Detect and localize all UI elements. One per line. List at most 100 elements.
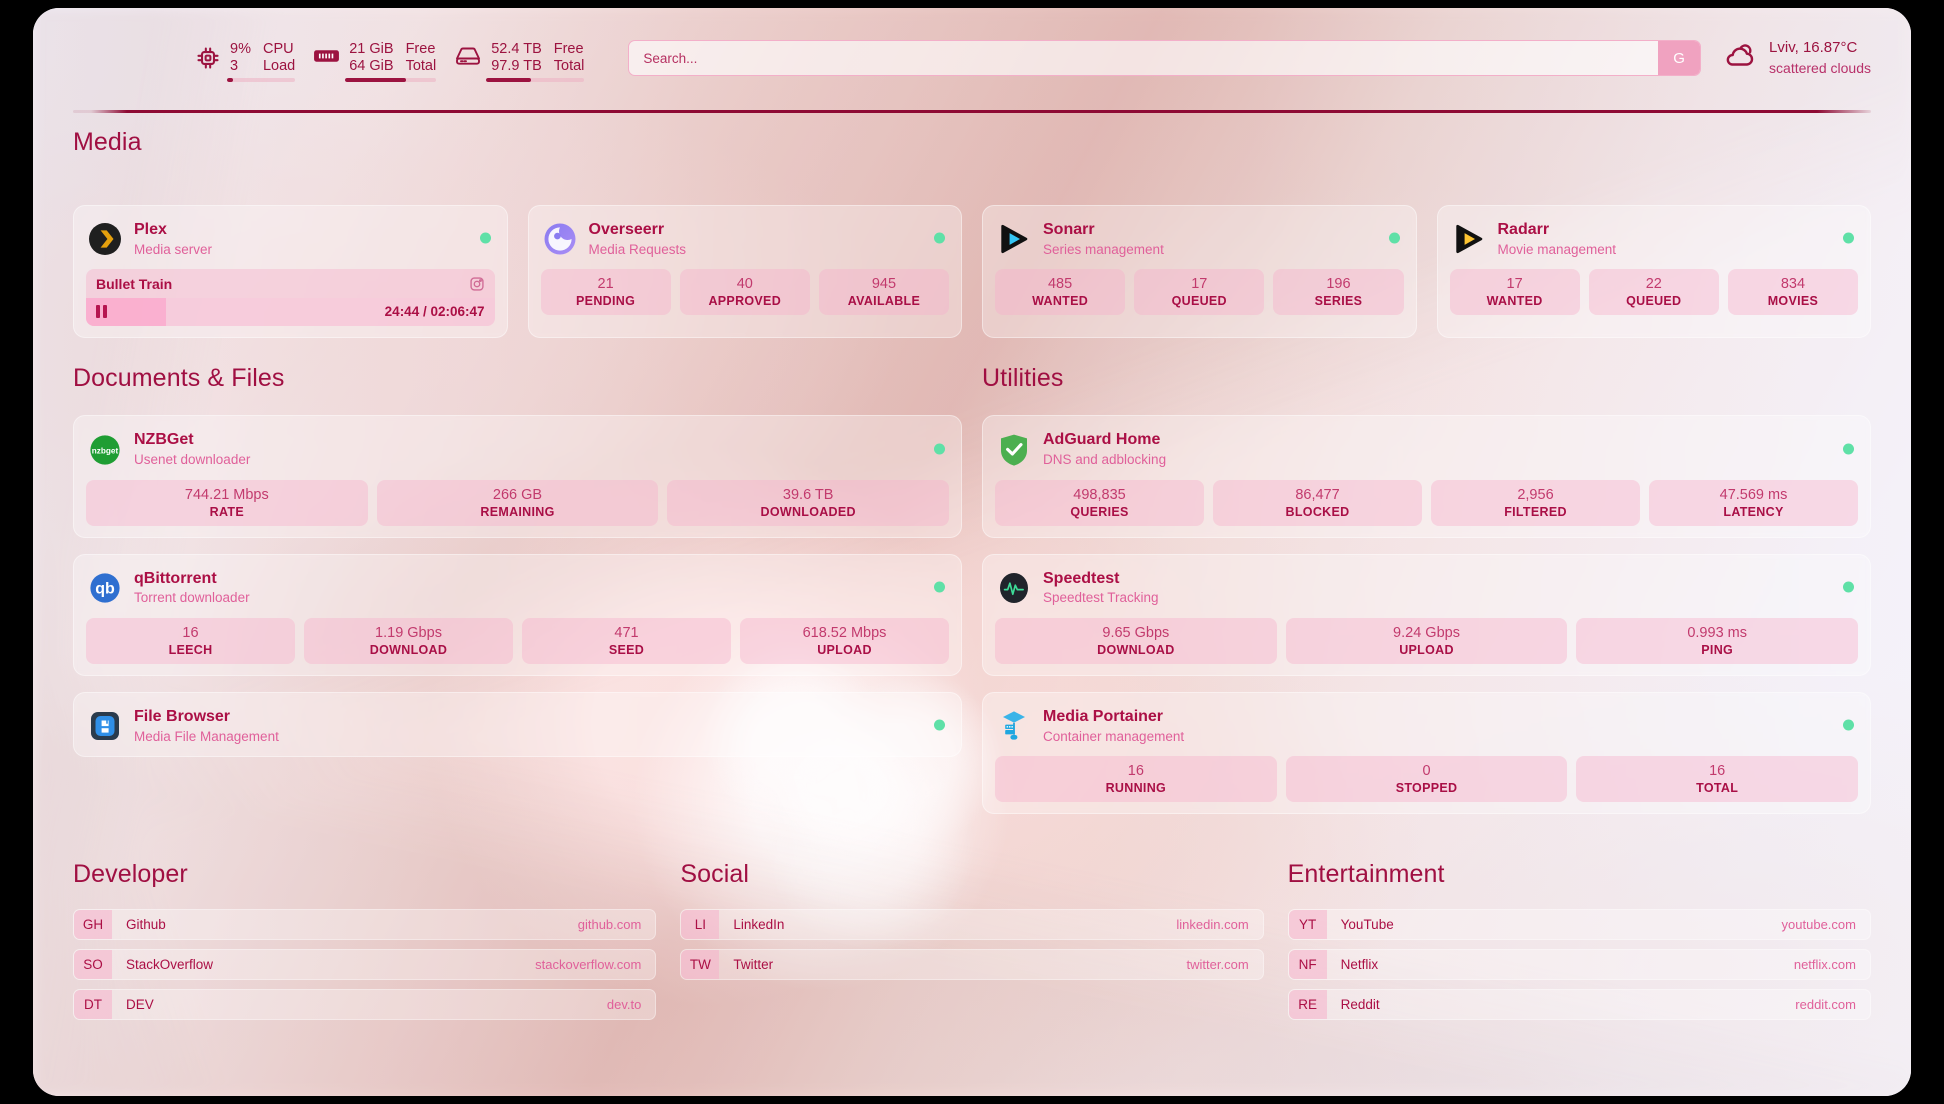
service-card[interactable]: Media Portainer Container management 16 … [982, 691, 1871, 814]
service-card[interactable]: Overseerr Media Requests 21 PENDING 40 A… [527, 205, 962, 339]
stat-pill[interactable]: 40 APPROVED [679, 269, 810, 316]
stat-pill[interactable]: 0 STOPPED [1285, 756, 1568, 802]
bookmark-list: LI LinkedIn linkedin.com TW Twitter twit… [680, 908, 1264, 980]
card-subtitle: DNS and adblocking [1043, 452, 1167, 468]
stat-pill[interactable]: 39.6 TB DOWNLOADED [667, 479, 950, 526]
bookmark-group: Entertainment YT YouTube youtube.com NF … [1287, 859, 1871, 1020]
pill-value: 21 [597, 276, 614, 293]
card-title: NZBGet [134, 431, 194, 449]
bookmark-group-title: Social [680, 859, 750, 888]
pill-value: 22 [1645, 276, 1662, 293]
search-bar[interactable]: G [628, 40, 1702, 76]
card-header: Radarr Movie management [1450, 218, 1859, 258]
service-card[interactable]: AdGuard Home DNS and adblocking 498,835 … [982, 415, 1871, 538]
stat-pill[interactable]: 16 LEECH [86, 617, 295, 664]
bookmark-item[interactable]: RE Reddit reddit.com [1287, 988, 1871, 1020]
stat-pill[interactable]: 485 WANTED [995, 269, 1126, 316]
now-playing[interactable]: Bullet Train 24:44 / 02:06:47 [86, 269, 495, 327]
stat-pill[interactable]: 2,956 FILTERED [1431, 479, 1640, 526]
pill-label: LEECH [168, 642, 213, 657]
pill-label: LATENCY [1723, 504, 1784, 519]
cloud-icon [1723, 42, 1757, 73]
pill-value: 266 GB [492, 486, 543, 503]
service-card[interactable]: Radarr Movie management 17 WANTED 22 QUE… [1436, 205, 1871, 339]
stat-pill-row: 21 PENDING 40 APPROVED 945 AVAILABLE [540, 269, 950, 316]
pill-value: 196 [1326, 276, 1351, 293]
pill-value: 16 [1127, 763, 1144, 780]
bookmark-host: github.com [577, 916, 642, 932]
card-header: nzbget NZBGet Usenet downloader [86, 428, 949, 468]
card-header: AdGuard Home DNS and adblocking [995, 428, 1858, 468]
search-submit-button[interactable]: G [1658, 41, 1701, 75]
bookmark-host: dev.to [606, 996, 642, 1012]
service-card[interactable]: Plex Media server Bullet Train 24:44 / 0… [73, 205, 508, 339]
service-card[interactable]: Sonarr Series management 485 WANTED 17 Q… [982, 205, 1417, 339]
section-title-media: Media [73, 128, 142, 156]
status-badge [934, 443, 945, 455]
stat-pill[interactable]: 22 QUEUED [1588, 269, 1719, 316]
stat-progress-bar [345, 78, 437, 83]
stat-progress-bar [227, 78, 296, 83]
service-card[interactable]: nzbget NZBGet Usenet downloader 744.21 M… [73, 415, 962, 538]
stat-pill[interactable]: 9.65 Gbps DOWNLOAD [995, 617, 1277, 664]
stat-pill[interactable]: 1.19 Gbps DOWNLOAD [304, 617, 513, 664]
bookmark-item[interactable]: TW Twitter twitter.com [680, 948, 1264, 980]
status-badge [1843, 581, 1854, 593]
bookmark-group: Developer GH Github github.com SO StackO… [73, 860, 657, 1020]
stat-pill[interactable]: 618.52 Mbps UPLOAD [740, 617, 949, 664]
stat-pill[interactable]: 17 QUEUED [1134, 269, 1265, 316]
background-overlay [33, 8, 1911, 1096]
bookmark-group-title: Entertainment [1287, 859, 1445, 888]
stat-pill-row: 498,835 QUERIES 86,477 BLOCKED 2,956 FIL… [995, 479, 1858, 526]
card-title: Radarr [1497, 221, 1550, 238]
speedtest-pulse-icon [997, 571, 1031, 605]
search-input[interactable] [629, 41, 1659, 75]
bookmark-abbr: DT [74, 989, 112, 1019]
status-badge [934, 581, 945, 593]
stat-pill[interactable]: 834 MOVIES [1727, 269, 1859, 316]
bookmark-item[interactable]: NF Netflix netflix.com [1287, 948, 1871, 980]
header-divider [73, 110, 1871, 113]
card-header: Sonarr Series management [995, 218, 1404, 258]
pause-icon[interactable] [96, 305, 107, 319]
stat-pill[interactable]: 744.21 Mbps RATE [86, 479, 368, 526]
stat-pill[interactable]: 266 GB REMAINING [376, 479, 659, 526]
stat-pill-row: 16 RUNNING 0 STOPPED 16 TOTAL [995, 756, 1859, 802]
service-card[interactable]: File Browser Media File Management [73, 691, 962, 758]
stat-pill[interactable]: 16 TOTAL [1576, 756, 1859, 802]
stat-pill[interactable]: 498,835 QUERIES [995, 479, 1204, 526]
bookmark-item[interactable]: SO StackOverflow stackoverflow.com [73, 948, 657, 980]
service-card[interactable]: Speedtest Speedtest Tracking 9.65 Gbps D… [982, 553, 1871, 676]
bookmark-item[interactable]: DT DEV dev.to [73, 988, 657, 1020]
bookmark-item[interactable]: LI LinkedIn linkedin.com [680, 908, 1264, 940]
stat-pill[interactable]: 196 SERIES [1273, 269, 1404, 316]
pill-label: MOVIES [1767, 294, 1819, 309]
stat-label-bottom: Load [262, 58, 296, 74]
service-card[interactable]: qb qBittorrent Torrent downloader 16 LEE… [73, 553, 962, 676]
bookmark-item[interactable]: YT YouTube youtube.com [1287, 908, 1871, 940]
status-badge [1843, 719, 1854, 731]
section-title-documents: Documents & Files [73, 364, 285, 393]
stat-pill[interactable]: 16 RUNNING [995, 756, 1277, 802]
stat-pill[interactable]: 17 WANTED [1449, 269, 1580, 316]
stat-pill[interactable]: 21 PENDING [540, 269, 671, 316]
weather-widget: Lviv, 16.87°C scattered clouds [1723, 38, 1871, 77]
stat-pill[interactable]: 9.24 Gbps UPLOAD [1285, 617, 1568, 664]
stat-pill[interactable]: 945 AVAILABLE [818, 269, 950, 316]
stat-pill[interactable]: 47.569 ms LATENCY [1649, 479, 1858, 526]
bookmark-abbr: TW [681, 949, 720, 979]
stat-pill-row: 485 WANTED 17 QUEUED 196 SERIES [995, 269, 1404, 316]
stat-pill[interactable]: 471 SEED [522, 617, 731, 664]
pill-value: 744.21 Mbps [184, 486, 269, 503]
stat-pill[interactable]: 0.993 ms PING [1576, 617, 1859, 664]
pill-value: 945 [871, 276, 897, 293]
bookmark-host: reddit.com [1795, 996, 1856, 1012]
pill-label: DOWNLOAD [369, 642, 448, 657]
pill-label: UPLOAD [1399, 642, 1454, 657]
utilities-column: Utilities AdGuard Home DNS and adblockin… [982, 364, 1871, 814]
bookmark-item[interactable]: GH Github github.com [73, 908, 657, 940]
pill-value: 618.52 Mbps [802, 624, 887, 641]
system-stat-memory-stick: 21 GiB 64 GiB Free Total [313, 41, 454, 83]
stat-pill[interactable]: 86,477 BLOCKED [1213, 479, 1422, 526]
card-title: qBittorrent [134, 569, 217, 587]
